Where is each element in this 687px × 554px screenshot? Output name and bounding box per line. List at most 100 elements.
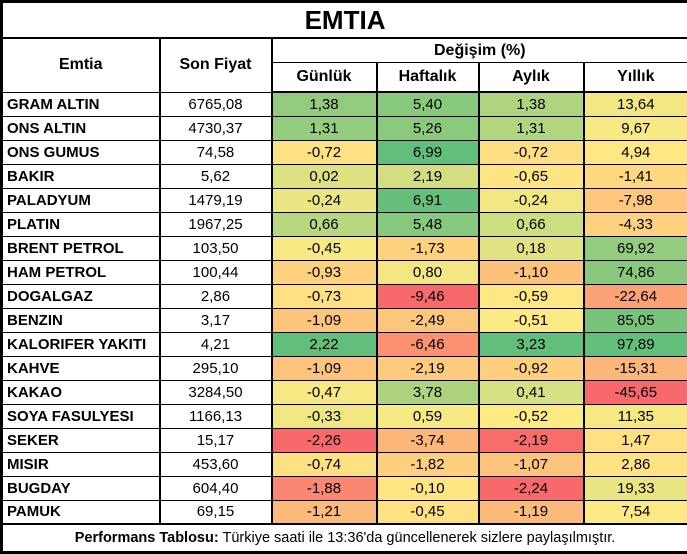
last-price: 100,44 <box>160 260 272 284</box>
change-monthly: -0,52 <box>479 404 584 428</box>
commodity-name: PALADYUM <box>2 188 160 212</box>
column-header-daily: Günlük <box>272 63 377 93</box>
change-daily: 1,38 <box>272 92 377 116</box>
commodity-name: KAKAO <box>2 380 160 404</box>
footer-note: Performans Tablosu: Türkiye saati ile 13… <box>2 524 687 553</box>
last-price: 453,60 <box>160 452 272 476</box>
commodity-name: BRENT PETROL <box>2 236 160 260</box>
commodity-name: SEKER <box>2 428 160 452</box>
change-yearly: -7,98 <box>584 188 687 212</box>
change-monthly: -0,65 <box>479 164 584 188</box>
change-daily: -1,09 <box>272 356 377 380</box>
change-daily: -0,72 <box>272 140 377 164</box>
commodity-name: SOYA FASULYESI <box>2 404 160 428</box>
change-yearly: -45,65 <box>584 380 687 404</box>
column-header-last-price: Son Fiyat <box>160 38 272 92</box>
footer-row: Performans Tablosu: Türkiye saati ile 13… <box>2 524 687 553</box>
footer-note-text: Türkiye saati ile 13:36'da güncellenerek… <box>222 530 615 546</box>
change-yearly: -1,41 <box>584 164 687 188</box>
change-daily: -0,24 <box>272 188 377 212</box>
commodity-name: HAM PETROL <box>2 260 160 284</box>
change-daily: 0,66 <box>272 212 377 236</box>
last-price: 69,15 <box>160 500 272 524</box>
commodity-name: PAMUK <box>2 500 160 524</box>
commodity-name: GRAM ALTIN <box>2 92 160 116</box>
change-monthly: -0,92 <box>479 356 584 380</box>
change-weekly: 5,40 <box>377 92 479 116</box>
change-monthly: -1,10 <box>479 260 584 284</box>
change-monthly: 0,41 <box>479 380 584 404</box>
change-yearly: 69,92 <box>584 236 687 260</box>
change-yearly: 9,67 <box>584 116 687 140</box>
column-header-change-group: Değişim (%) <box>272 38 687 63</box>
change-yearly: -22,64 <box>584 284 687 308</box>
change-monthly: 1,38 <box>479 92 584 116</box>
change-yearly: 11,35 <box>584 404 687 428</box>
last-price: 5,62 <box>160 164 272 188</box>
last-price: 15,17 <box>160 428 272 452</box>
change-daily: -0,33 <box>272 404 377 428</box>
last-price: 3284,50 <box>160 380 272 404</box>
change-yearly: 85,05 <box>584 308 687 332</box>
change-monthly: 1,31 <box>479 116 584 140</box>
change-daily: -0,73 <box>272 284 377 308</box>
change-monthly: -0,72 <box>479 140 584 164</box>
change-weekly: 3,78 <box>377 380 479 404</box>
last-price: 1967,25 <box>160 212 272 236</box>
last-price: 74,58 <box>160 140 272 164</box>
change-monthly: 0,18 <box>479 236 584 260</box>
last-price: 1479,19 <box>160 188 272 212</box>
change-weekly: 0,59 <box>377 404 479 428</box>
footer-note-label: Performans Tablosu: <box>75 530 219 546</box>
column-header-yearly: Yıllık <box>584 63 687 93</box>
change-weekly: -0,45 <box>377 500 479 524</box>
change-yearly: -15,31 <box>584 356 687 380</box>
change-monthly: 0,66 <box>479 212 584 236</box>
change-weekly: 0,80 <box>377 260 479 284</box>
change-daily: -1,09 <box>272 308 377 332</box>
change-daily: 0,02 <box>272 164 377 188</box>
change-weekly: 6,99 <box>377 140 479 164</box>
change-weekly: 5,26 <box>377 116 479 140</box>
title-row: EMTIA <box>2 2 687 39</box>
commodity-name: MISIR <box>2 452 160 476</box>
change-daily: 1,31 <box>272 116 377 140</box>
change-daily: -0,45 <box>272 236 377 260</box>
commodity-name: PLATIN <box>2 212 160 236</box>
change-yearly: 74,86 <box>584 260 687 284</box>
change-monthly: -0,59 <box>479 284 584 308</box>
change-yearly: 7,54 <box>584 500 687 524</box>
last-price: 2,86 <box>160 284 272 308</box>
change-yearly: 2,86 <box>584 452 687 476</box>
change-weekly: -2,49 <box>377 308 479 332</box>
last-price: 6765,08 <box>160 92 272 116</box>
change-daily: -0,47 <box>272 380 377 404</box>
change-yearly: 13,64 <box>584 92 687 116</box>
last-price: 4730,37 <box>160 116 272 140</box>
change-yearly: 4,94 <box>584 140 687 164</box>
change-yearly: 1,47 <box>584 428 687 452</box>
last-price: 4,21 <box>160 332 272 356</box>
page-title: EMTIA <box>2 2 687 39</box>
change-monthly: 3,23 <box>479 332 584 356</box>
commodity-name: BUGDAY <box>2 476 160 500</box>
change-yearly: 97,89 <box>584 332 687 356</box>
commodity-name: DOGALGAZ <box>2 284 160 308</box>
change-daily: -1,21 <box>272 500 377 524</box>
column-header-commodity: Emtia <box>2 38 160 92</box>
change-weekly: -1,82 <box>377 452 479 476</box>
